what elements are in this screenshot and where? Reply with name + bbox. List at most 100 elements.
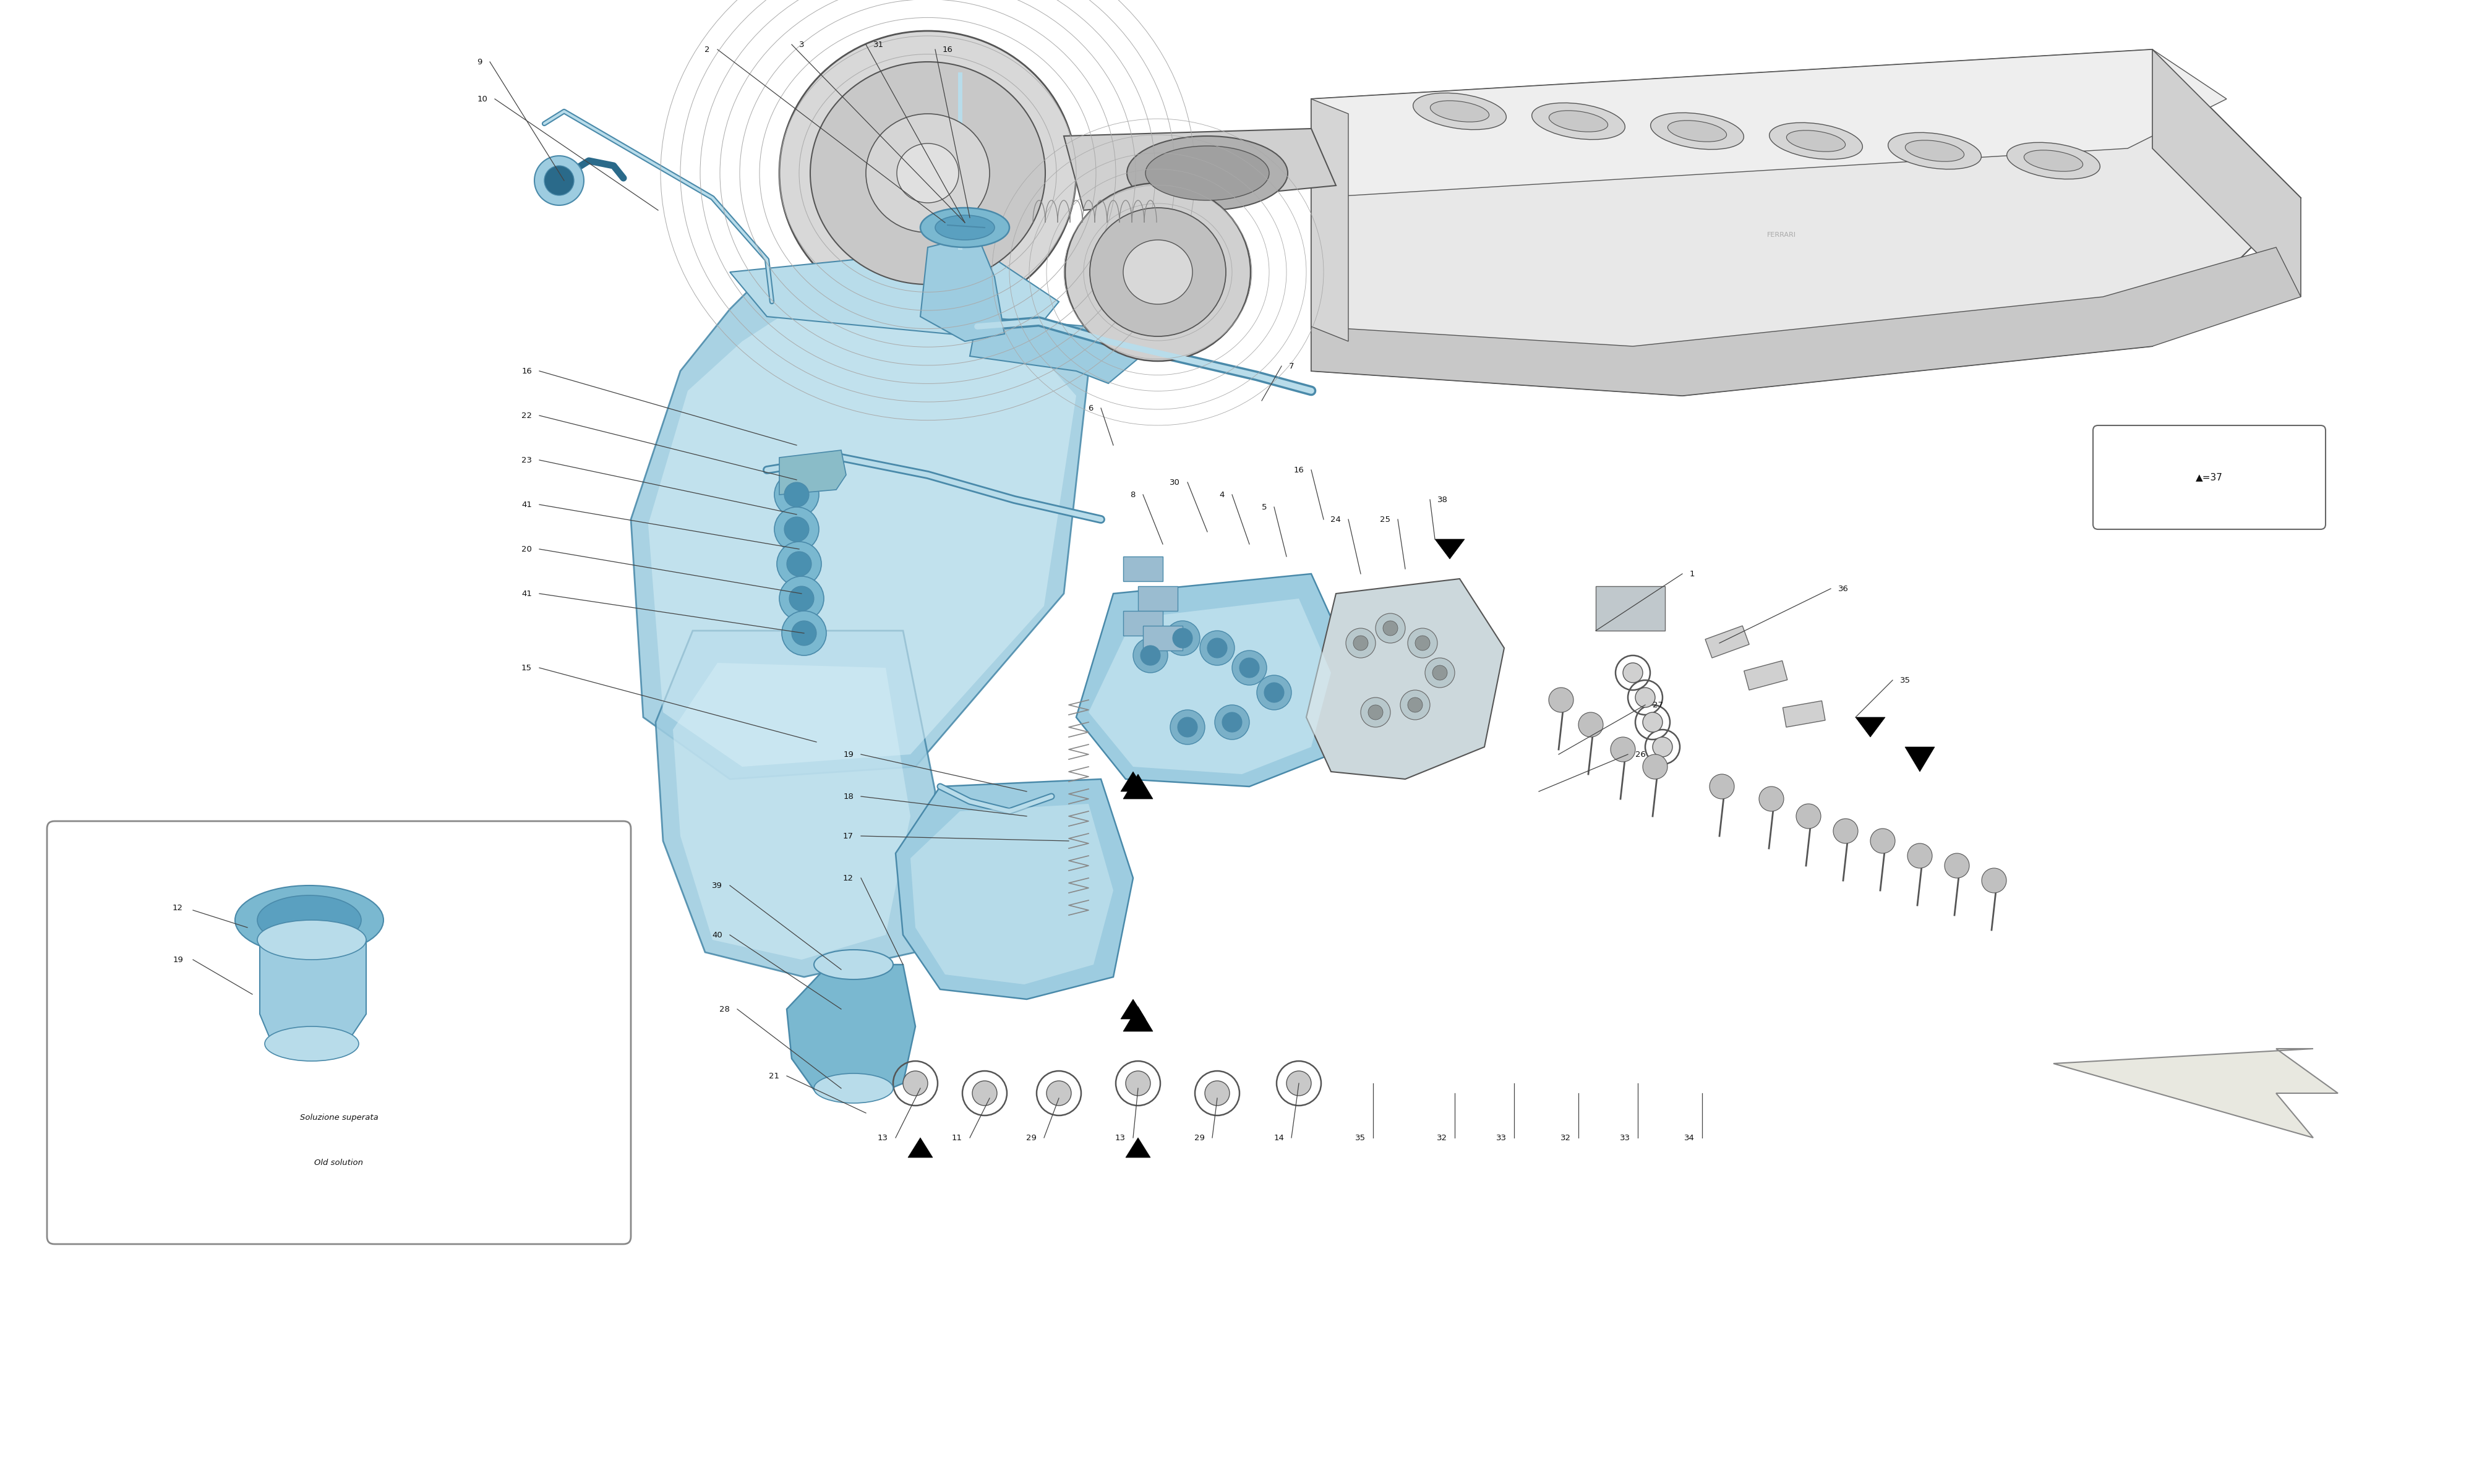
Text: 12: 12 — [173, 904, 183, 911]
Ellipse shape — [896, 144, 960, 203]
Text: 16: 16 — [1294, 466, 1304, 473]
Circle shape — [1239, 657, 1259, 678]
Text: 24: 24 — [1331, 515, 1341, 524]
Ellipse shape — [1145, 145, 1269, 200]
Ellipse shape — [866, 114, 990, 233]
Polygon shape — [896, 779, 1133, 999]
Text: 30: 30 — [1170, 478, 1180, 487]
Text: 19: 19 — [173, 956, 183, 963]
Text: 32: 32 — [1437, 1134, 1447, 1141]
Ellipse shape — [2006, 142, 2100, 180]
Polygon shape — [1089, 598, 1331, 775]
Ellipse shape — [1413, 93, 1507, 129]
Text: 15: 15 — [522, 663, 532, 672]
Circle shape — [792, 620, 816, 646]
Circle shape — [774, 508, 819, 552]
Circle shape — [1165, 620, 1200, 656]
Polygon shape — [787, 965, 915, 1101]
Polygon shape — [970, 316, 1138, 383]
Circle shape — [1286, 1071, 1311, 1095]
Text: 28: 28 — [720, 1005, 730, 1014]
Polygon shape — [1311, 49, 2301, 396]
Circle shape — [1047, 1080, 1071, 1106]
Text: 2: 2 — [705, 46, 710, 53]
Text: 23: 23 — [522, 456, 532, 464]
Ellipse shape — [1786, 131, 1846, 151]
Circle shape — [1178, 717, 1197, 738]
Polygon shape — [908, 1138, 933, 1158]
Polygon shape — [1123, 1006, 1153, 1031]
Text: 33: 33 — [1620, 1134, 1630, 1141]
Bar — [1784, 700, 1826, 727]
Polygon shape — [1064, 129, 1336, 211]
Text: 33: 33 — [1497, 1134, 1507, 1141]
Text: 25: 25 — [1380, 515, 1390, 524]
Text: 38: 38 — [1437, 496, 1447, 503]
Circle shape — [1408, 697, 1423, 712]
Circle shape — [784, 482, 809, 508]
Polygon shape — [1435, 539, 1465, 559]
Text: 27: 27 — [1653, 700, 1663, 709]
Circle shape — [1643, 754, 1667, 779]
Ellipse shape — [1549, 111, 1608, 132]
Ellipse shape — [257, 920, 366, 960]
Circle shape — [1611, 738, 1635, 761]
Circle shape — [784, 516, 809, 542]
Ellipse shape — [814, 950, 893, 979]
Polygon shape — [260, 939, 366, 1054]
Text: 17: 17 — [844, 833, 854, 840]
Text: 35: 35 — [1356, 1134, 1366, 1141]
Text: FERRARI: FERRARI — [1766, 232, 1796, 237]
Ellipse shape — [257, 895, 361, 945]
Text: 29: 29 — [1027, 1134, 1037, 1141]
Circle shape — [1207, 638, 1227, 657]
Polygon shape — [920, 234, 1004, 341]
Polygon shape — [1905, 746, 1935, 772]
Circle shape — [544, 166, 574, 196]
Ellipse shape — [1650, 113, 1744, 150]
Circle shape — [1907, 843, 1932, 868]
Text: 26: 26 — [1635, 751, 1645, 758]
Text: 16: 16 — [943, 46, 952, 53]
Text: 6: 6 — [1089, 404, 1094, 413]
Text: 31: 31 — [873, 40, 883, 49]
Circle shape — [1415, 635, 1430, 650]
Ellipse shape — [235, 886, 383, 954]
Polygon shape — [779, 450, 846, 494]
Bar — [1744, 660, 1786, 690]
Circle shape — [1215, 705, 1249, 739]
Text: ▲=37: ▲=37 — [2197, 473, 2222, 482]
Ellipse shape — [1667, 120, 1727, 141]
Text: 5: 5 — [1262, 503, 1267, 510]
Text: 35: 35 — [1900, 677, 1910, 684]
Circle shape — [903, 1071, 928, 1095]
Text: 29: 29 — [1195, 1134, 1205, 1141]
Circle shape — [1710, 775, 1734, 798]
Circle shape — [1759, 787, 1784, 812]
FancyBboxPatch shape — [2093, 426, 2326, 530]
Text: Soluzione superata: Soluzione superata — [299, 1114, 379, 1122]
Polygon shape — [1311, 99, 1348, 341]
Polygon shape — [1311, 49, 2227, 197]
Polygon shape — [631, 248, 1089, 779]
Circle shape — [1432, 665, 1447, 680]
Ellipse shape — [811, 62, 1044, 285]
Ellipse shape — [1769, 123, 1863, 159]
Text: 18: 18 — [844, 792, 854, 800]
FancyBboxPatch shape — [47, 821, 631, 1244]
Circle shape — [774, 472, 819, 516]
Circle shape — [1383, 620, 1398, 635]
Circle shape — [1346, 628, 1376, 657]
Circle shape — [1408, 628, 1437, 657]
Polygon shape — [673, 663, 910, 960]
Ellipse shape — [1531, 102, 1625, 139]
Polygon shape — [1076, 574, 1348, 787]
Text: 34: 34 — [1685, 1134, 1695, 1141]
Bar — [1138, 586, 1178, 611]
Circle shape — [1170, 709, 1205, 745]
Polygon shape — [1126, 1138, 1150, 1158]
Text: 14: 14 — [1274, 1134, 1284, 1141]
Ellipse shape — [1064, 183, 1252, 361]
Ellipse shape — [1905, 141, 1964, 162]
Text: 13: 13 — [878, 1134, 888, 1141]
